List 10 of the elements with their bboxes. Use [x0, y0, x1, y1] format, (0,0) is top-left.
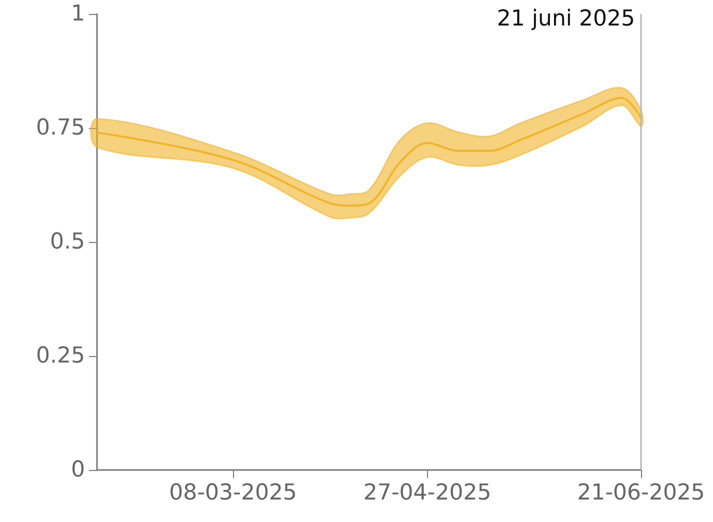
- y-tick-label: 0: [71, 458, 85, 482]
- y-tick-label: 0.75: [36, 116, 85, 140]
- x-tick-label: 08-03-2025: [169, 480, 297, 506]
- x-tick-label: 21-06-2025: [577, 480, 705, 506]
- y-tick-label: 1: [71, 2, 85, 26]
- y-tick-label: 0.5: [50, 230, 85, 254]
- x-tick-label: 27-04-2025: [363, 480, 492, 506]
- line-series: [96, 96, 642, 207]
- y-tick-label: 0.25: [36, 344, 85, 368]
- ref-line-label: 21 juni 2025: [496, 6, 635, 32]
